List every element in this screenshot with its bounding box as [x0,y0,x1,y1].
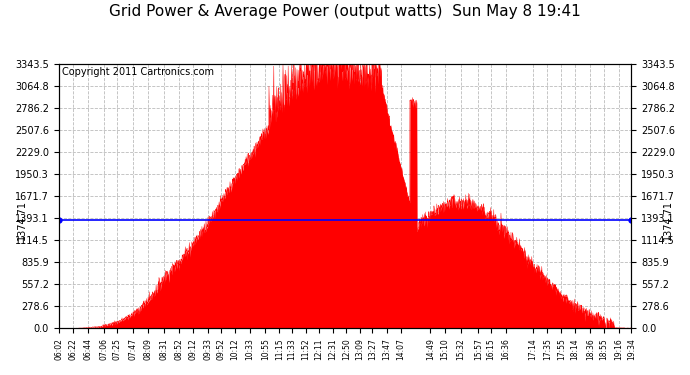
Text: 1374.71: 1374.71 [17,200,27,240]
Text: 1374.71: 1374.71 [663,200,673,240]
Text: Grid Power & Average Power (output watts)  Sun May 8 19:41: Grid Power & Average Power (output watts… [109,4,581,19]
Text: Copyright 2011 Cartronics.com: Copyright 2011 Cartronics.com [61,67,214,76]
